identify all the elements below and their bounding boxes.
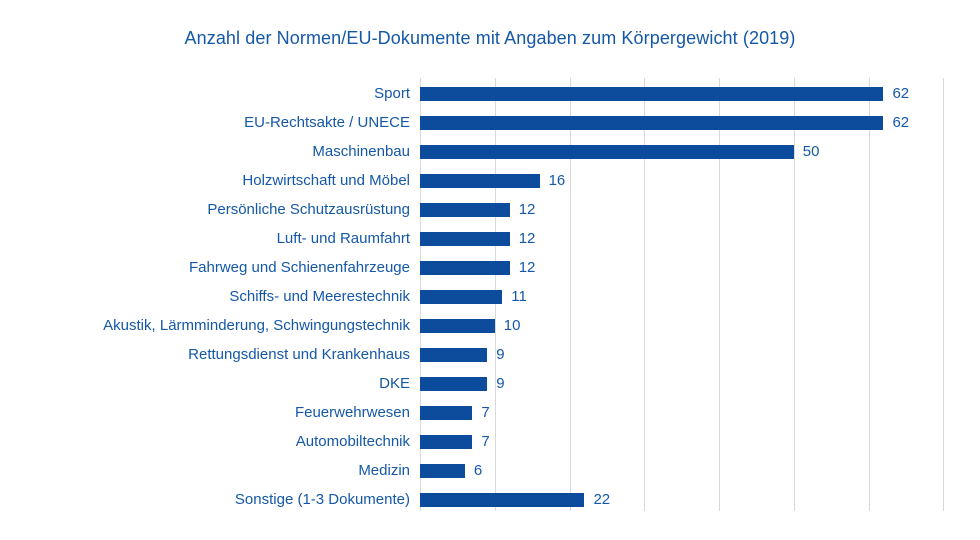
bar [420, 86, 884, 101]
chart-row: Medizin 6 [0, 456, 980, 485]
category-label: DKE [379, 375, 410, 392]
chart-row: EU-Rechtsakte / UNECE 62 [0, 108, 980, 137]
value-label: 11 [511, 288, 527, 305]
value-label: 10 [503, 317, 521, 334]
category-label: Persönliche Schutzausrüstung [207, 201, 410, 218]
chart-row: Sonstige (1-3 Dokumente) 22 [0, 485, 980, 514]
gridline [569, 78, 571, 511]
chart-row: Maschinenbau 50 [0, 137, 980, 166]
gridline [943, 78, 945, 511]
bar [420, 202, 510, 217]
category-label: Holzwirtschaft und Möbel [242, 172, 410, 189]
value-label: 12 [518, 230, 536, 247]
value-label: 50 [802, 143, 820, 160]
value-label: 6 [473, 462, 483, 479]
category-label: Medizin [358, 462, 410, 479]
chart-row: Holzwirtschaft und Möbel 16 [0, 166, 980, 195]
category-label: Schiffs- und Meerestechnik [229, 288, 410, 305]
category-label: EU-Rechtsakte / UNECE [244, 114, 410, 131]
bar [420, 115, 884, 130]
chart-row: Feuerwehrwesen 7 [0, 398, 980, 427]
value-label: 62 [892, 85, 910, 102]
bar [420, 347, 488, 362]
chart-row: Schiffs- und Meerestechnik 11 [0, 282, 980, 311]
bar [420, 260, 510, 275]
value-label: 62 [892, 114, 910, 131]
chart-row: Sport 62 [0, 79, 980, 108]
category-label: Akustik, Lärmminderung, Schwingungstechn… [103, 317, 410, 334]
category-label: Sonstige (1-3 Dokumente) [234, 491, 410, 508]
bar [420, 492, 585, 507]
category-label: Sport [374, 85, 410, 102]
chart-row: Automobiltechnik 7 [0, 427, 980, 456]
chart-row: DKE 9 [0, 369, 980, 398]
category-label: Maschinenbau [312, 143, 410, 160]
bar [420, 376, 488, 391]
bar [420, 463, 465, 478]
gridline [868, 78, 870, 511]
value-label: 12 [518, 201, 536, 218]
value-label: 22 [593, 491, 611, 508]
bar [420, 434, 473, 449]
category-label: Automobiltechnik [295, 433, 410, 450]
value-label: 9 [496, 375, 505, 392]
bar [420, 144, 794, 159]
gridline [644, 78, 646, 511]
gridline [719, 78, 720, 511]
chart-row: Luft- und Raumfahrt 12 [0, 224, 980, 253]
value-label: 12 [518, 259, 536, 276]
bar [420, 318, 495, 333]
chart-row: Fahrweg und Schienenfahrzeuge 12 [0, 253, 980, 282]
plot-area: Sport 62 EU-Rechtsakte / UNECE 62 Maschinenb… [0, 79, 980, 514]
value-label: 9 [496, 346, 505, 363]
category-label: Feuerwehrwesen [294, 404, 410, 421]
bar [420, 289, 503, 304]
chart-row: Persönliche Schutzausrüstung 12 [0, 195, 980, 224]
category-label: Fahrweg und Schienenfahrzeuge [189, 259, 410, 276]
gridline [793, 78, 795, 511]
value-label: 7 [481, 404, 490, 421]
chart-row: Rettungsdienst und Krankenhaus 9 [0, 340, 980, 369]
category-label: Rettungsdienst und Krankenhaus [188, 346, 410, 363]
value-label: 16 [548, 172, 566, 189]
bar [420, 405, 473, 420]
category-label: Luft- und Raumfahrt [276, 230, 410, 247]
chart-row: Akustik, Lärmminderung, Schwingungstechn… [0, 311, 980, 340]
bar [420, 173, 540, 188]
value-label: 7 [481, 433, 490, 450]
bar [420, 231, 510, 246]
chart-title: Anzahl der Normen/EU-Dokumente mit Angab… [184, 28, 796, 48]
